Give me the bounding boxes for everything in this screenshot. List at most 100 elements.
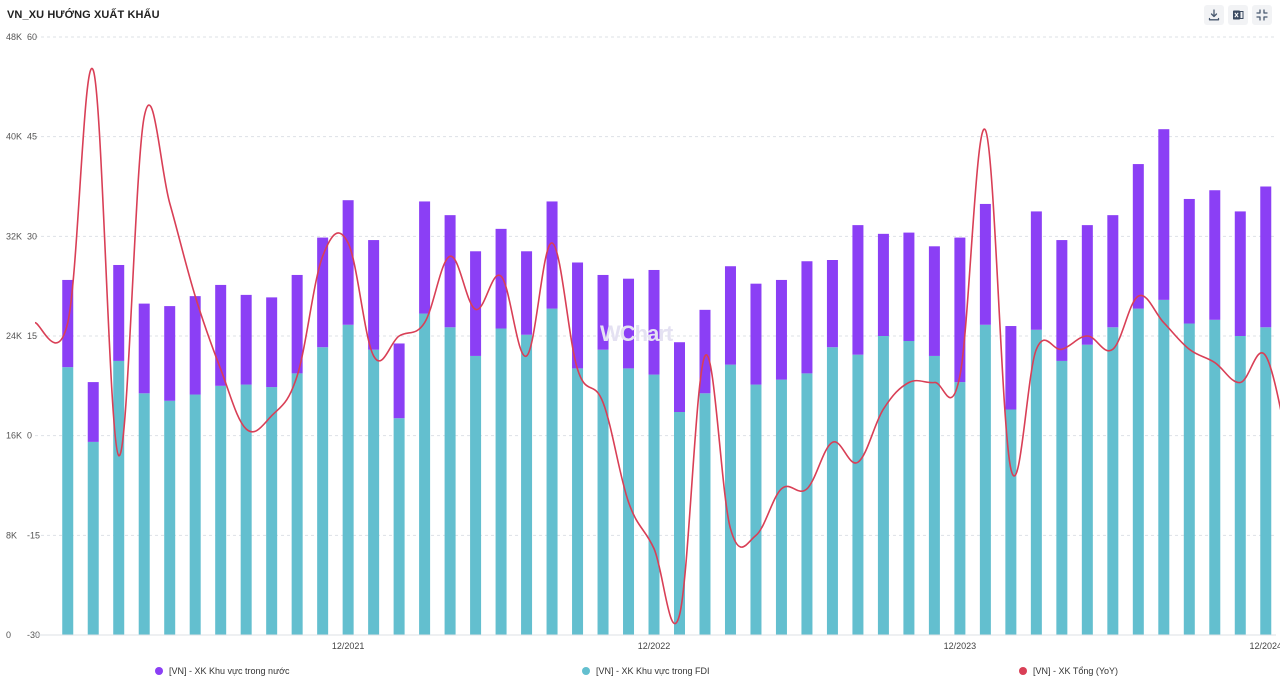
- bar-fdi: [419, 313, 431, 635]
- right-axis-tick-label: 45: [27, 132, 37, 142]
- bar-domestic: [470, 251, 482, 356]
- bar-domestic: [1234, 211, 1246, 336]
- right-axis-tick-label: 60: [27, 32, 37, 42]
- bar-domestic: [1158, 129, 1170, 300]
- bar-domestic: [546, 201, 558, 309]
- bar-domestic: [572, 262, 584, 369]
- bar-fdi: [368, 349, 380, 635]
- x-axis-tick-label: 12/2021: [332, 641, 365, 651]
- legend-item-domestic[interactable]: [VN] - XK Khu vực trong nước: [155, 666, 290, 676]
- bar-fdi: [928, 355, 940, 635]
- bar-domestic: [648, 269, 660, 375]
- bar-domestic: [928, 246, 940, 356]
- bar-domestic: [164, 306, 176, 401]
- bar-domestic: [1260, 186, 1272, 328]
- export-trend-chart: 0 8K 16K 24K 32K 40K 48K -30 -15 0 15 30 45 60 12/20…: [6, 32, 1280, 651]
- bar-domestic: [1183, 198, 1195, 324]
- bar-fdi: [1183, 323, 1195, 635]
- bar-fdi: [1005, 409, 1017, 635]
- watermark: WChart: [600, 321, 673, 346]
- right-axis-tick-label: 15: [27, 331, 37, 341]
- bar-domestic: [1056, 240, 1068, 361]
- bar-domestic: [113, 264, 125, 361]
- bar-fdi: [164, 400, 176, 635]
- bar-fdi: [597, 349, 609, 635]
- bar-fdi: [1260, 327, 1272, 635]
- x-axis-tick-label: 12/2022: [638, 641, 671, 651]
- x-axis: 12/2021 12/2022 12/2023 12/2024: [35, 634, 1280, 651]
- left-axis-tick-label: 0: [6, 630, 11, 640]
- bar-domestic: [444, 215, 456, 328]
- exit-fullscreen-icon: [1256, 9, 1268, 21]
- bar-fdi: [572, 368, 584, 635]
- line-series: [34, 67, 1280, 625]
- bar-fdi: [87, 441, 99, 635]
- bar-fdi: [699, 393, 711, 635]
- right-axis: -30 -15 0 15 30 45 60: [27, 32, 40, 640]
- bar-domestic: [368, 240, 380, 350]
- bar-fdi: [1209, 319, 1221, 635]
- bar-fdi: [954, 382, 966, 635]
- bar-fdi: [444, 327, 456, 635]
- left-axis-tick-label: 40K: [6, 132, 22, 142]
- bar-fdi: [266, 387, 278, 635]
- bar-fdi: [674, 411, 685, 635]
- bar-domestic: [750, 283, 762, 385]
- right-axis-tick-label: 30: [27, 231, 37, 241]
- bar-fdi: [801, 373, 813, 635]
- legend-item-fdi[interactable]: [VN] - XK Khu vực trong FDI: [582, 666, 710, 676]
- legend-label-domestic: [VN] - XK Khu vực trong nước: [169, 666, 290, 676]
- legend-dot-fdi: [582, 667, 590, 675]
- bar-fdi: [546, 308, 558, 635]
- bar-fdi: [521, 334, 533, 635]
- bar-fdi: [1107, 327, 1119, 635]
- bar-fdi: [342, 324, 354, 635]
- bar-domestic: [801, 261, 813, 374]
- bar-domestic: [1081, 225, 1093, 345]
- bar-domestic: [674, 342, 685, 412]
- legend-label-fdi: [VN] - XK Khu vực trong FDI: [596, 666, 710, 676]
- bar-fdi: [317, 347, 329, 635]
- bar-domestic: [699, 309, 711, 394]
- bar-fdi: [1132, 308, 1144, 635]
- bar-fdi: [1056, 360, 1068, 635]
- bar-fdi: [648, 374, 660, 635]
- exit-fullscreen-button[interactable]: [1252, 5, 1272, 25]
- bar-fdi: [877, 336, 889, 635]
- export-excel-button[interactable]: [1228, 5, 1248, 25]
- bar-domestic: [1209, 190, 1221, 320]
- download-button[interactable]: [1204, 5, 1224, 25]
- bar-domestic: [954, 237, 966, 383]
- bar-domestic: [903, 232, 915, 341]
- legend-item-yoy[interactable]: [VN] - XK Tổng (YoY): [1019, 666, 1118, 676]
- bar-fdi: [291, 373, 303, 635]
- bar-fdi: [1081, 344, 1093, 635]
- bar-domestic: [1107, 215, 1119, 328]
- bar-fdi: [62, 367, 74, 635]
- bar-domestic: [979, 203, 991, 325]
- bar-domestic: [240, 294, 252, 385]
- left-axis-tick-label: 16K: [6, 431, 22, 441]
- left-axis-tick-label: 24K: [6, 331, 22, 341]
- bar-domestic: [138, 303, 150, 394]
- excel-icon: [1233, 10, 1244, 20]
- bar-domestic: [291, 274, 303, 374]
- left-axis-tick-label: 32K: [6, 231, 22, 241]
- right-axis-tick-label: -30: [27, 630, 40, 640]
- left-axis-tick-label: 8K: [6, 530, 17, 540]
- bar-domestic: [623, 278, 635, 369]
- bar-domestic: [852, 225, 864, 355]
- bar-fdi: [470, 355, 482, 635]
- bar-domestic: [1132, 164, 1144, 309]
- bar-fdi: [903, 340, 915, 635]
- bar-domestic: [521, 251, 533, 335]
- page-title: VN_XU HƯỚNG XUẤT KHẨU: [7, 9, 160, 21]
- bar-domestic: [393, 343, 405, 419]
- bar-domestic: [1005, 326, 1017, 410]
- bar-fdi: [775, 379, 787, 635]
- bar-domestic: [597, 274, 609, 350]
- bar-domestic: [266, 297, 278, 388]
- yoy-line: [34, 67, 1280, 625]
- bar-fdi: [138, 393, 150, 635]
- bar-series: [62, 129, 1272, 635]
